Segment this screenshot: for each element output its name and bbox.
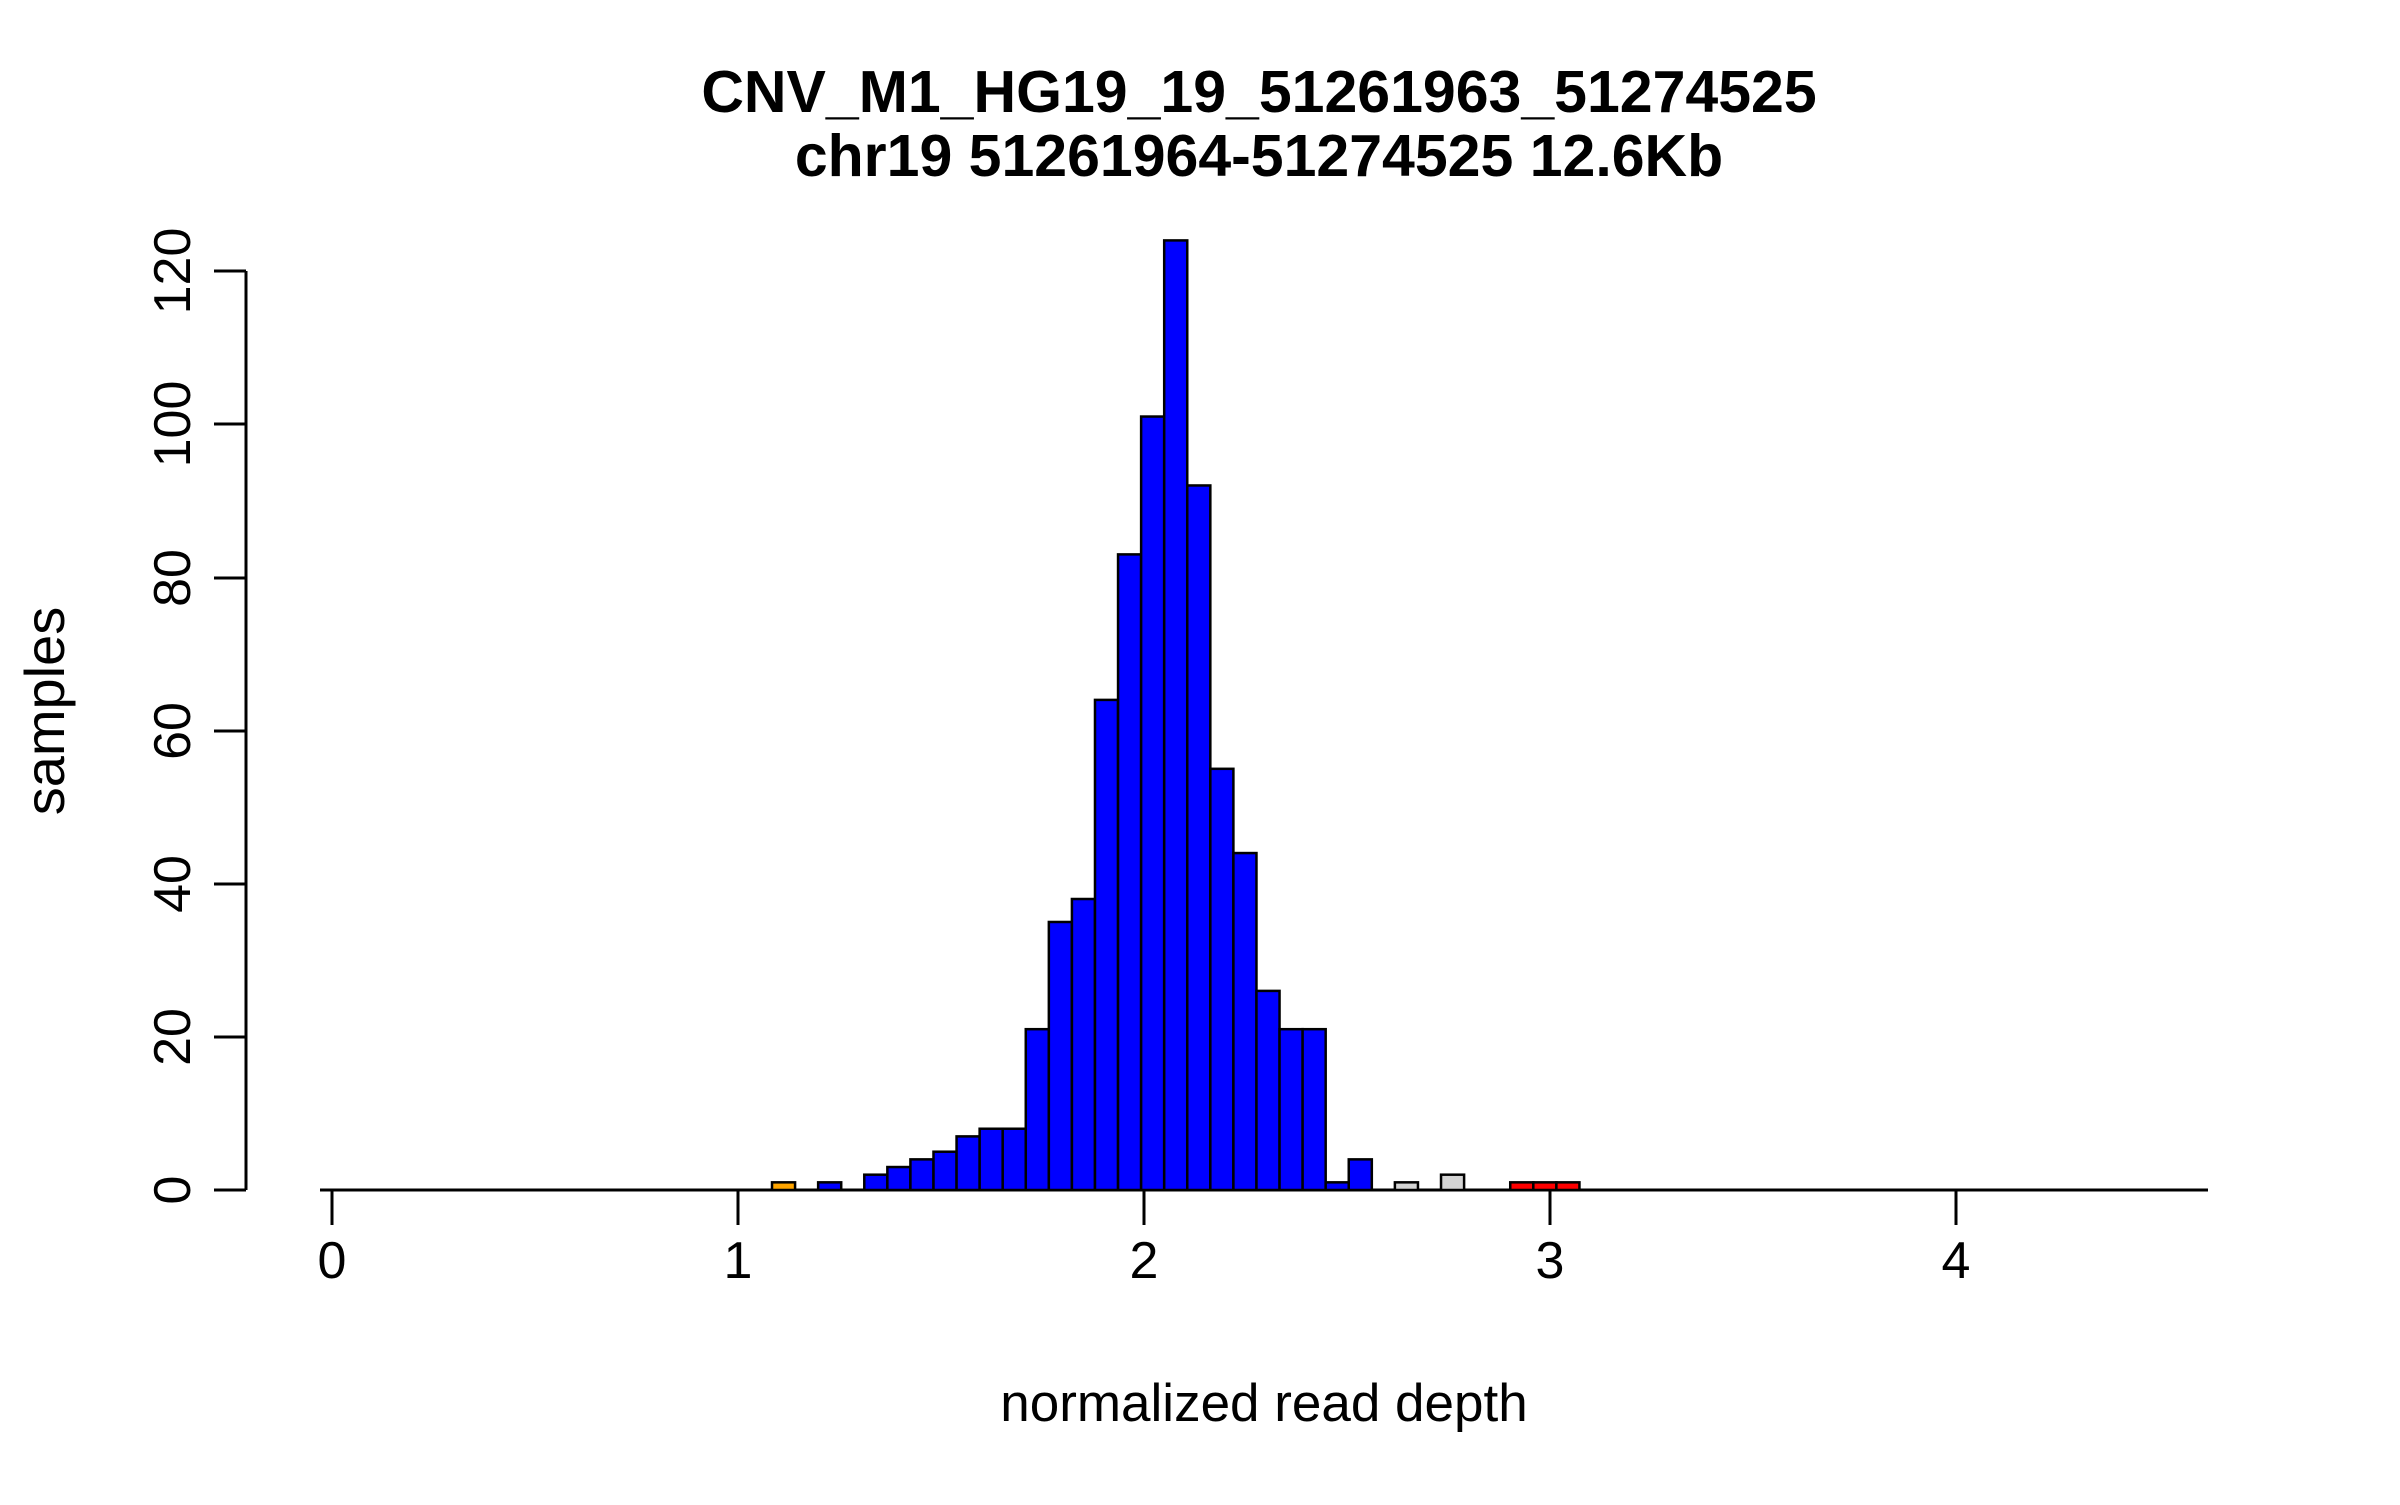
svg-text:100: 100 xyxy=(144,381,202,468)
svg-text:60: 60 xyxy=(144,702,202,760)
svg-text:0: 0 xyxy=(318,1232,347,1290)
svg-text:3: 3 xyxy=(1536,1232,1565,1290)
svg-text:2: 2 xyxy=(1130,1232,1159,1290)
svg-text:20: 20 xyxy=(144,1008,202,1066)
svg-text:0: 0 xyxy=(144,1176,202,1205)
svg-text:40: 40 xyxy=(144,855,202,913)
svg-text:normalized read depth: normalized read depth xyxy=(1000,1374,1527,1433)
svg-text:4: 4 xyxy=(1942,1232,1971,1290)
svg-text:samples: samples xyxy=(13,607,76,816)
svg-text:120: 120 xyxy=(144,228,202,315)
svg-text:1: 1 xyxy=(724,1232,753,1290)
svg-text:80: 80 xyxy=(144,549,202,607)
svg-text:chr19 51261964-51274525 12.6Kb: chr19 51261964-51274525 12.6Kb xyxy=(795,123,1723,189)
svg-text:CNV_M1_HG19_19_51261963_512745: CNV_M1_HG19_19_51261963_51274525 xyxy=(701,59,1816,125)
